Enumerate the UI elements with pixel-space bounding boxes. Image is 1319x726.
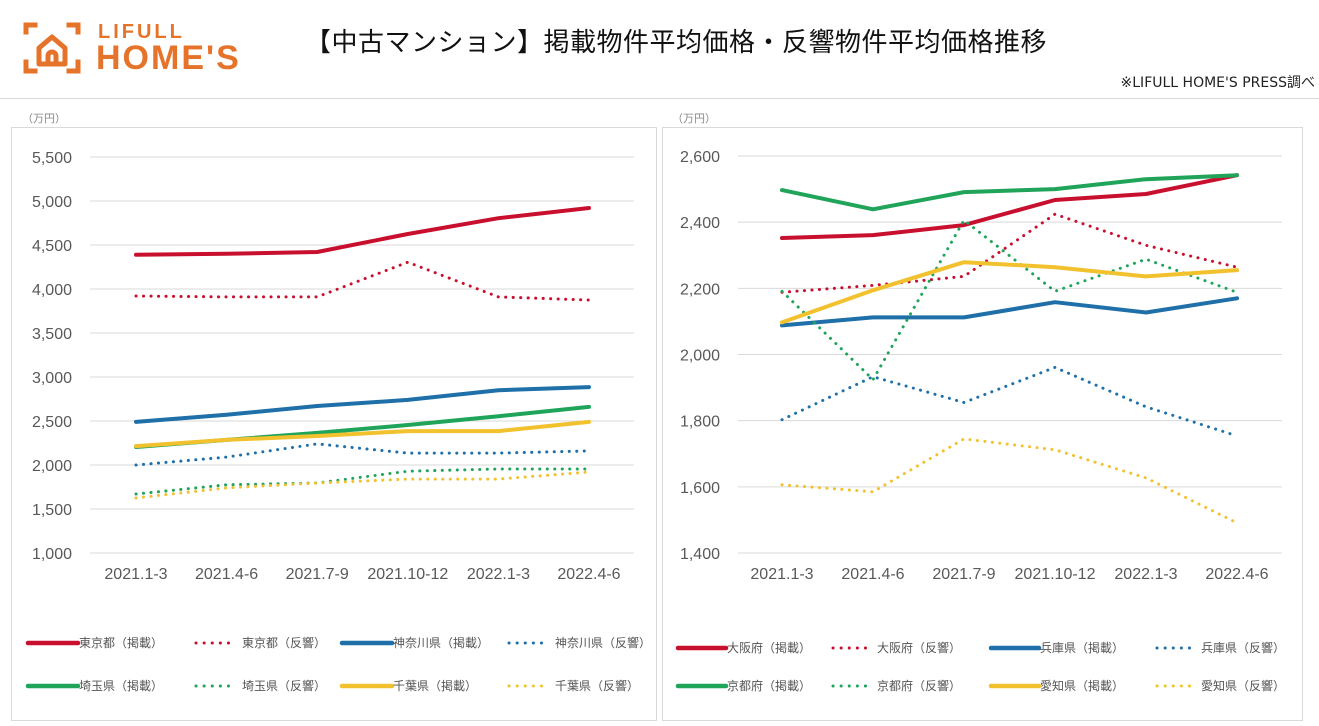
y-tick-label: 2,000 bbox=[680, 348, 720, 365]
legend-item: 京都府（掲載） bbox=[675, 678, 811, 693]
legend-item: 大阪府（反響） bbox=[831, 640, 961, 655]
legend-label: 京都府（掲載） bbox=[727, 678, 811, 693]
x-tick-label: 2021.7-9 bbox=[932, 566, 995, 583]
legend-item: 東京都（掲載） bbox=[25, 635, 163, 650]
series-line-response-7 bbox=[134, 470, 591, 500]
legend-item: 埼玉県（反響） bbox=[194, 678, 326, 693]
legend-label: 大阪府（掲載） bbox=[727, 640, 811, 655]
x-tick-label: 2022.4-6 bbox=[1205, 566, 1268, 583]
series-line-listing-4 bbox=[780, 173, 1239, 212]
y-tick-label: 1,800 bbox=[680, 414, 720, 431]
legend-label: 神奈川県（掲載） bbox=[393, 635, 489, 650]
legend-item: 兵庫県（掲載） bbox=[988, 640, 1124, 655]
x-tick-label: 2021.1-3 bbox=[750, 566, 813, 583]
legend-label: 埼玉県（掲載） bbox=[79, 678, 163, 693]
logo-line2: HOME'S bbox=[96, 39, 241, 77]
series-line-response-5 bbox=[780, 218, 1239, 382]
legend-item: 千葉県（掲載） bbox=[339, 678, 477, 693]
logo-line1: LIFULL bbox=[98, 21, 185, 43]
y-tick-label: 4,000 bbox=[32, 282, 72, 299]
y-tick-label: 2,000 bbox=[32, 458, 72, 475]
legend-label: 埼玉県（反響） bbox=[242, 678, 326, 693]
y-tick-label: 1,500 bbox=[32, 502, 72, 519]
right-chart-panel: 1,400 1,600 1,800 2,000 2,200 2,400 2,600 2021.… bbox=[662, 127, 1303, 721]
house-frame-icon bbox=[23, 22, 81, 74]
legend-label: 兵庫県（反響） bbox=[1201, 640, 1285, 655]
y-tick-label: 1,000 bbox=[32, 546, 72, 563]
legend-label: 千葉県（反響） bbox=[555, 678, 639, 693]
series-line-response-5 bbox=[134, 467, 591, 496]
right-chart-unit-label: （万円） bbox=[672, 112, 716, 125]
series-line-response-3 bbox=[780, 365, 1239, 438]
x-tick-label: 2021.1-3 bbox=[104, 566, 167, 583]
y-tick-label: 2,200 bbox=[680, 281, 720, 298]
y-tick-label: 1,600 bbox=[680, 480, 720, 497]
x-tick-label: 2021.10-12 bbox=[1015, 566, 1096, 583]
legend-label: 神奈川県（反響） bbox=[555, 635, 651, 650]
legend-item: 愛知県（反響） bbox=[1155, 678, 1285, 693]
series-line-response-1 bbox=[134, 260, 591, 302]
series-line-response-3 bbox=[134, 442, 591, 467]
x-tick-label: 2022.4-6 bbox=[557, 566, 620, 583]
series-line-listing-2 bbox=[780, 296, 1239, 328]
legend-item: 愛知県（掲載） bbox=[988, 678, 1124, 693]
series-line-listing-0 bbox=[134, 206, 591, 257]
x-tick-label: 2021.4-6 bbox=[195, 566, 258, 583]
series-line-response-7 bbox=[780, 437, 1239, 525]
x-tick-label: 2022.1-3 bbox=[1114, 566, 1177, 583]
source-note: ※LIFULL HOME'S PRESS調べ bbox=[1120, 75, 1315, 91]
header-divider bbox=[0, 98, 1319, 99]
legend-label: 大阪府（反響） bbox=[877, 640, 961, 655]
x-tick-label: 2022.1-3 bbox=[467, 566, 530, 583]
y-tick-label: 3,500 bbox=[32, 326, 72, 343]
legend-label: 東京都（反響） bbox=[242, 635, 326, 650]
legend-item: 兵庫県（反響） bbox=[1155, 640, 1285, 655]
y-tick-label: 2,500 bbox=[32, 414, 72, 431]
series-line-listing-6 bbox=[780, 260, 1239, 325]
legend-label: 京都府（反響） bbox=[877, 678, 961, 693]
legend-item: 神奈川県（掲載） bbox=[339, 635, 489, 650]
legend-item: 大阪府（掲載） bbox=[675, 640, 811, 655]
y-tick-label: 3,000 bbox=[32, 370, 72, 387]
page-title: 【中古マンション】掲載物件平均価格・反響物件平均価格推移 bbox=[305, 28, 1048, 58]
x-tick-label: 2021.10-12 bbox=[367, 566, 448, 583]
y-tick-label: 4,500 bbox=[32, 238, 72, 255]
legend-label: 兵庫県（掲載） bbox=[1040, 640, 1124, 655]
legend-label: 千葉県（掲載） bbox=[393, 678, 477, 693]
legend-label: 愛知県（反響） bbox=[1201, 678, 1285, 693]
y-tick-label: 5,000 bbox=[32, 194, 72, 211]
left-chart: 1,000 1,500 2,000 2,500 3,000 3,500 4,000 4,500… bbox=[25, 150, 651, 693]
x-tick-label: 2021.7-9 bbox=[286, 566, 349, 583]
series-line-response-1 bbox=[780, 212, 1239, 294]
left-chart-panel: 1,000 1,500 2,000 2,500 3,000 3,500 4,000 4,500… bbox=[11, 127, 657, 721]
series-line-listing-6 bbox=[134, 419, 591, 449]
legend-item: 神奈川県（反響） bbox=[507, 635, 651, 650]
y-tick-label: 5,500 bbox=[32, 150, 72, 167]
legend-item: 埼玉県（掲載） bbox=[25, 678, 163, 693]
series-line-listing-0 bbox=[780, 173, 1239, 240]
left-chart-unit-label: （万円） bbox=[22, 112, 66, 125]
legend-label: 東京都（掲載） bbox=[79, 635, 163, 650]
y-tick-label: 2,600 bbox=[680, 149, 720, 166]
series-line-listing-2 bbox=[134, 385, 591, 424]
y-tick-label: 2,400 bbox=[680, 215, 720, 232]
right-chart: 1,400 1,600 1,800 2,000 2,200 2,400 2,600 2021.… bbox=[675, 149, 1285, 693]
legend-item: 東京都（反響） bbox=[194, 635, 326, 650]
lifull-homes-logo: LIFULL HOME'S bbox=[22, 20, 262, 78]
legend-label: 愛知県（掲載） bbox=[1040, 678, 1124, 693]
x-tick-label: 2021.4-6 bbox=[841, 566, 904, 583]
legend-item: 千葉県（反響） bbox=[507, 678, 639, 693]
legend-item: 京都府（反響） bbox=[831, 678, 961, 693]
y-tick-label: 1,400 bbox=[680, 546, 720, 563]
